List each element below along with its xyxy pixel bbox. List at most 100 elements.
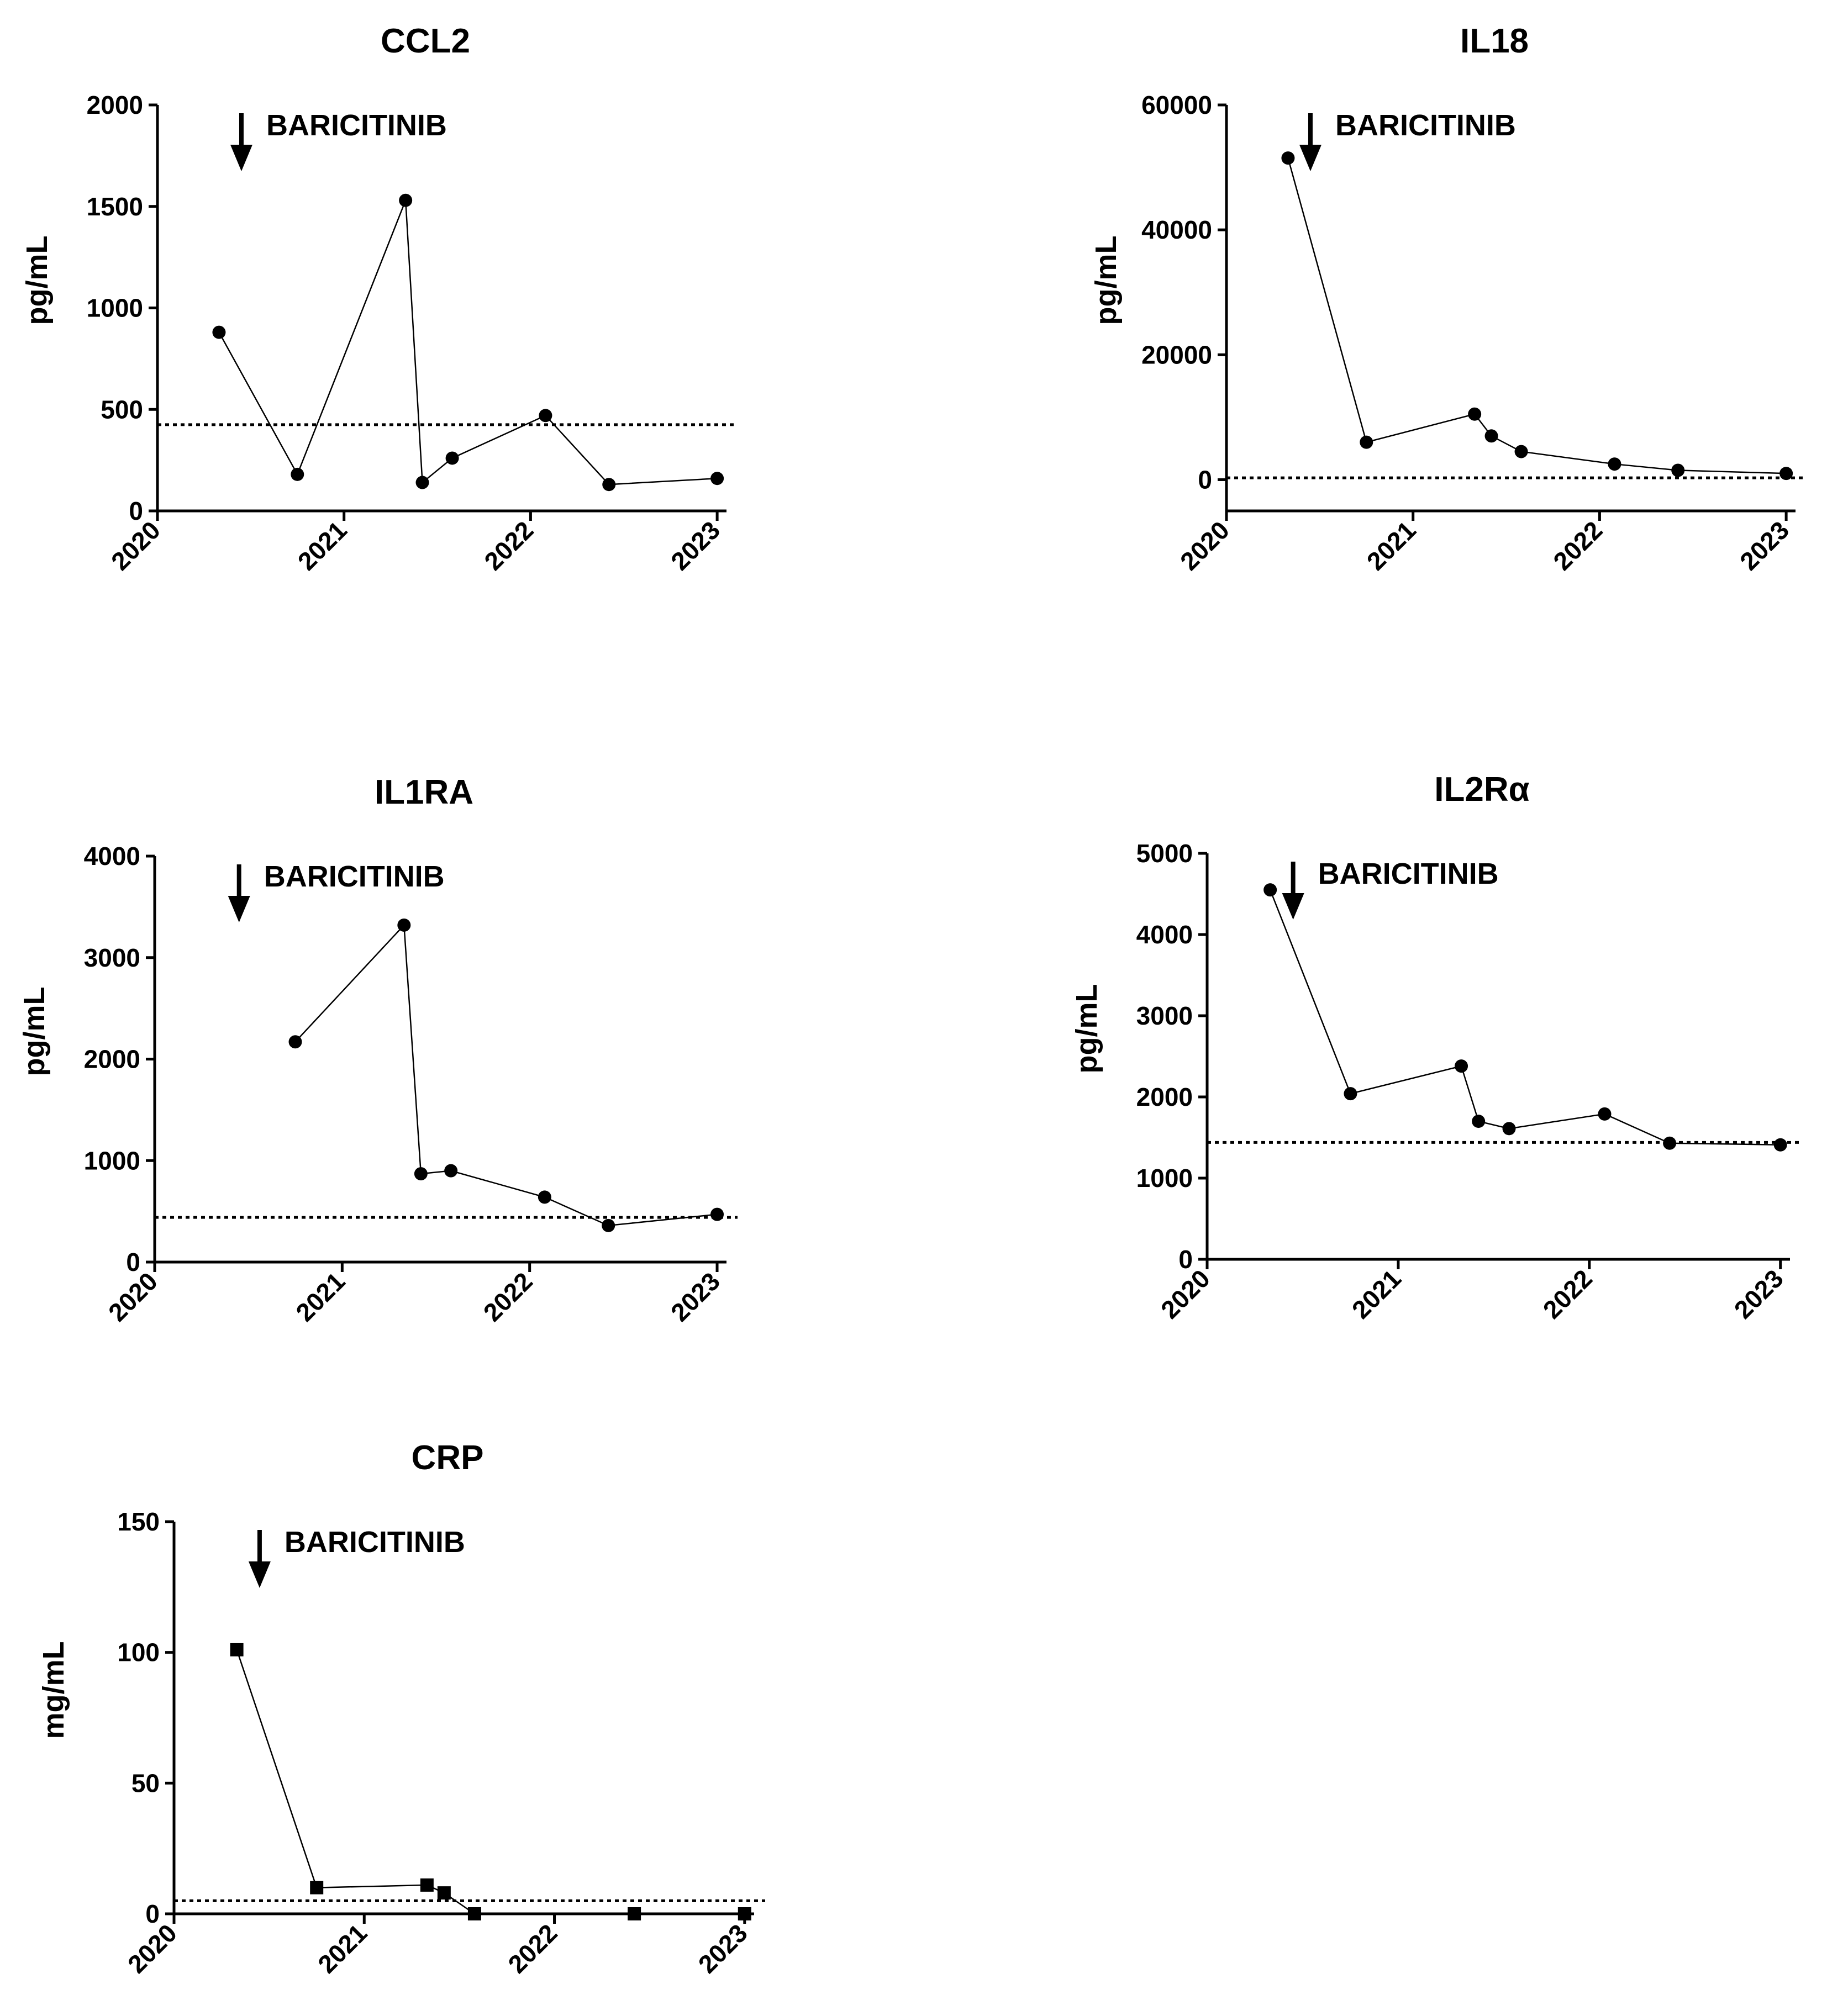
baricitinib-arrow-icon xyxy=(230,113,252,171)
y-tick-label: 4000 xyxy=(1136,920,1193,949)
y-tick-label: 0 xyxy=(145,1899,160,1928)
data-point xyxy=(397,918,411,932)
y-tick-label: 40000 xyxy=(1141,215,1212,244)
x-tick-label: 2021 xyxy=(1346,1264,1407,1324)
y-tick-label: 1000 xyxy=(87,294,143,323)
data-point xyxy=(738,1907,751,1920)
y-tick-label: 0 xyxy=(126,1248,140,1276)
data-point xyxy=(444,1164,458,1178)
baricitinib-arrow-icon xyxy=(228,864,250,922)
y-tick-label: 3000 xyxy=(1136,1001,1193,1030)
baricitinib-arrow-icon xyxy=(1299,113,1321,171)
data-point xyxy=(538,1190,551,1204)
x-tick-label: 2022 xyxy=(1538,1264,1598,1324)
y-tick-label: 60000 xyxy=(1141,91,1212,119)
series-line xyxy=(294,923,718,1227)
y-axis-label: mg/mL xyxy=(37,1641,70,1739)
x-tick-label: 2022 xyxy=(478,1266,538,1327)
chart-title: IL18 xyxy=(1460,22,1529,60)
data-point xyxy=(230,1643,244,1656)
y-axis-label: pg/mL xyxy=(1070,984,1103,1074)
baricitinib-arrow-icon xyxy=(1282,862,1304,920)
data-point xyxy=(1502,1122,1516,1136)
chart-title: IL1RA xyxy=(375,773,473,811)
annotation-label: BARICITINIB xyxy=(1318,857,1499,890)
data-point xyxy=(414,1167,428,1181)
x-tick-label: 2023 xyxy=(665,515,725,576)
x-tick-label: 2021 xyxy=(312,1918,372,1978)
y-tick-label: 2000 xyxy=(87,91,143,119)
data-point xyxy=(288,1035,302,1049)
data-point xyxy=(445,451,459,465)
data-point xyxy=(1608,457,1621,471)
y-axis-label: pg/mL xyxy=(20,236,54,325)
data-point xyxy=(415,476,429,489)
annotation-label: BARICITINIB xyxy=(264,860,445,893)
y-tick-label: 5000 xyxy=(1136,839,1193,868)
y-tick-label: 150 xyxy=(117,1507,160,1536)
y-tick-label: 4000 xyxy=(84,842,140,870)
data-point xyxy=(1455,1059,1468,1073)
data-point xyxy=(602,478,616,492)
y-tick-label: 0 xyxy=(1198,465,1212,494)
x-tick-label: 2022 xyxy=(502,1918,562,1978)
chart-panel-1: IL18 pg/mL 0 20000 40000 60000 2020 2021 2022 202… xyxy=(1089,22,1807,576)
data-point xyxy=(399,193,413,207)
x-tick-label: 2021 xyxy=(292,515,352,576)
y-tick-label: 0 xyxy=(1178,1245,1193,1274)
data-point xyxy=(1468,407,1482,421)
x-tick-label: 2023 xyxy=(693,1918,753,1978)
chart-title: IL2Rα xyxy=(1434,770,1529,809)
data-point xyxy=(602,1218,615,1232)
y-tick-label: 50 xyxy=(131,1769,160,1797)
y-tick-label: 2000 xyxy=(1136,1083,1193,1111)
baricitinib-arrow-icon xyxy=(248,1530,271,1588)
y-tick-label: 100 xyxy=(117,1638,160,1667)
data-point xyxy=(1514,445,1528,458)
series-line xyxy=(236,1649,745,1915)
chart-title: CCL2 xyxy=(381,22,470,60)
y-tick-label: 500 xyxy=(101,395,143,424)
x-tick-label: 2021 xyxy=(290,1266,350,1327)
chart-title: CRP xyxy=(412,1439,484,1477)
x-tick-label: 2022 xyxy=(1547,515,1608,576)
y-axis-label: pg/mL xyxy=(1089,236,1123,325)
data-point xyxy=(310,1881,324,1894)
data-point xyxy=(1671,463,1685,477)
y-tick-label: 2000 xyxy=(84,1045,140,1074)
series-line xyxy=(1287,157,1787,474)
data-point xyxy=(1360,435,1373,449)
y-tick-label: 3000 xyxy=(84,943,140,972)
x-tick-label: 2023 xyxy=(665,1266,725,1327)
y-tick-label: 0 xyxy=(129,497,143,525)
y-tick-label: 1500 xyxy=(87,192,143,221)
data-point xyxy=(1598,1107,1612,1121)
data-point xyxy=(710,1207,724,1221)
annotation-label: BARICITINIB xyxy=(285,1526,465,1559)
data-point xyxy=(420,1878,434,1892)
data-point xyxy=(1779,467,1793,481)
x-tick-label: 2023 xyxy=(1734,515,1794,576)
data-point xyxy=(291,467,304,481)
annotation-label: BARICITINIB xyxy=(1335,109,1516,142)
data-point xyxy=(1663,1136,1677,1150)
data-point xyxy=(1263,883,1277,897)
y-tick-label: 1000 xyxy=(1136,1164,1193,1192)
x-tick-label: 2020 xyxy=(1175,515,1235,576)
data-point xyxy=(1484,429,1498,443)
data-point xyxy=(710,472,724,485)
data-point xyxy=(212,325,226,339)
data-point xyxy=(1281,151,1295,165)
series-line xyxy=(218,200,718,485)
y-tick-label: 1000 xyxy=(84,1146,140,1175)
x-tick-label: 2023 xyxy=(1729,1264,1789,1324)
y-tick-label: 20000 xyxy=(1141,340,1212,369)
data-point xyxy=(1773,1138,1787,1152)
data-point xyxy=(1344,1087,1357,1101)
data-point xyxy=(467,1907,481,1920)
x-tick-label: 2021 xyxy=(1361,515,1421,576)
